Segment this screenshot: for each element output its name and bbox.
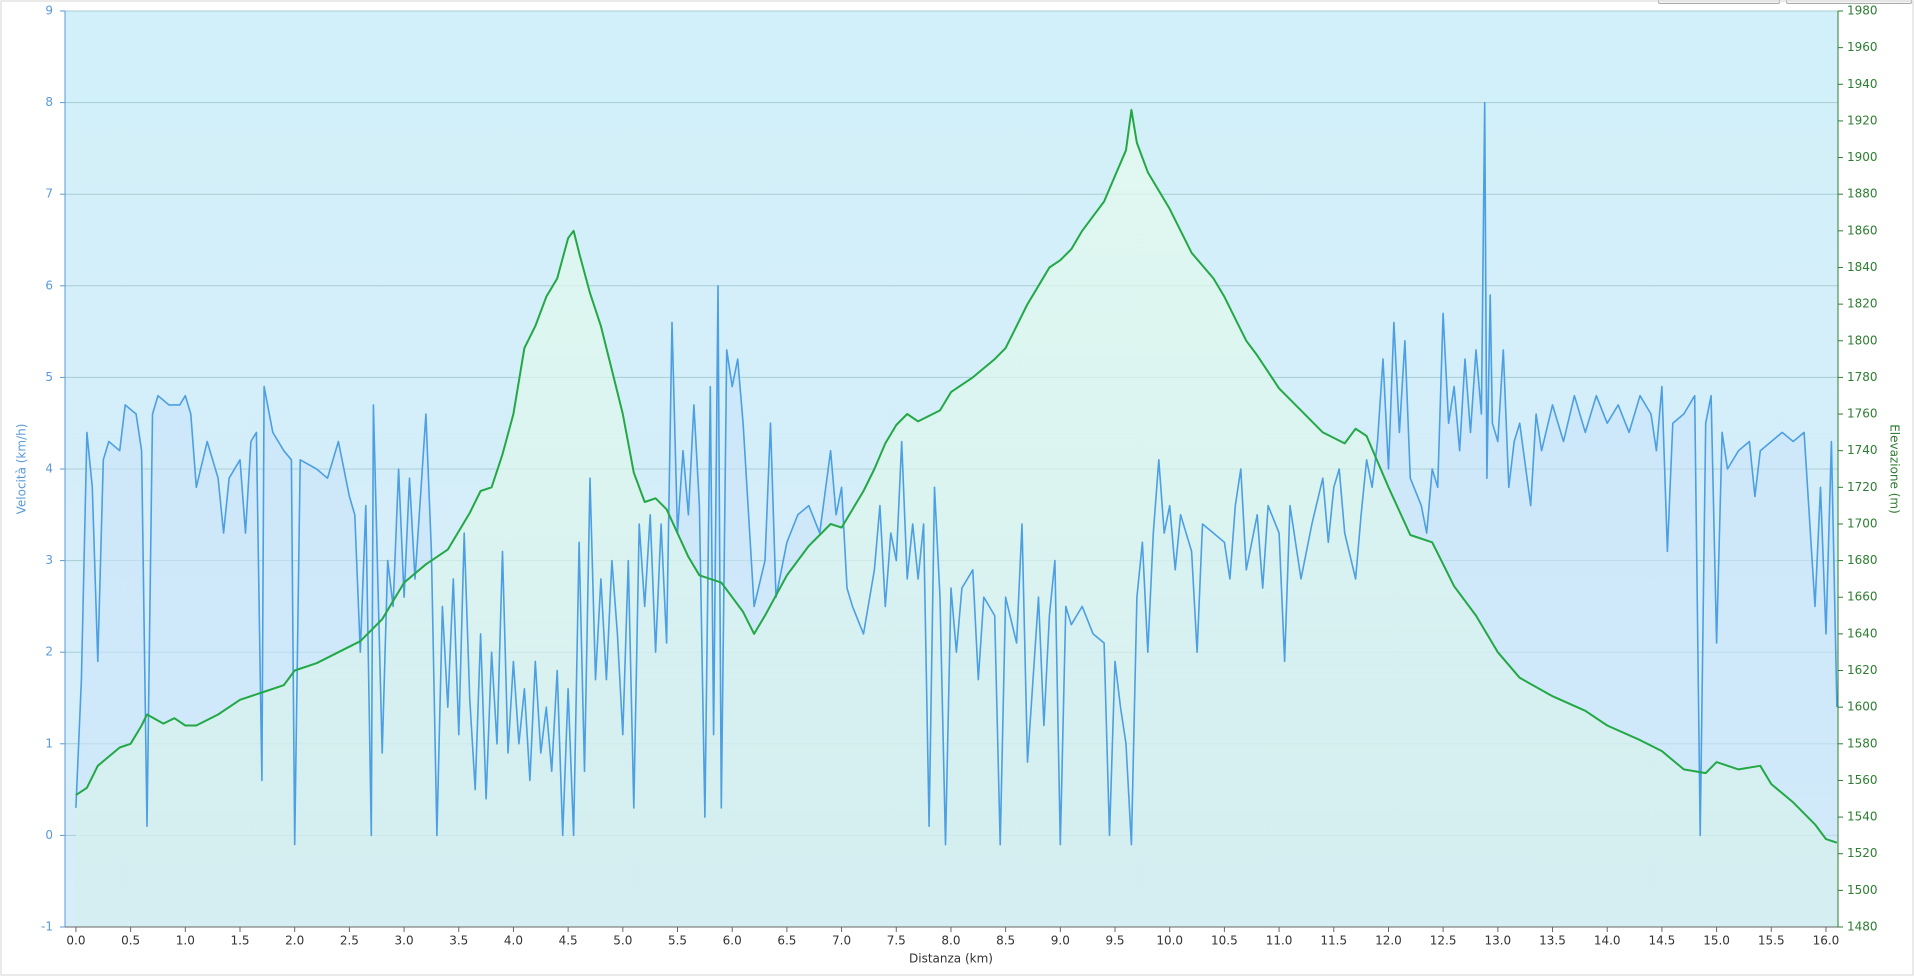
x-tick-label: 10.5: [1211, 934, 1238, 948]
x-tick-label: 1.0: [176, 934, 195, 948]
x-tick-label: 7.5: [887, 934, 906, 948]
y2-tick-label: 1560: [1847, 773, 1878, 787]
y2-tick-label: 1660: [1847, 590, 1878, 604]
y2-tick-label: 1820: [1847, 297, 1878, 311]
y2-tick-label: 1700: [1847, 516, 1878, 530]
x-tick-label: 8.5: [996, 934, 1015, 948]
x-tick-label: 2.0: [285, 934, 304, 948]
x-tick-label: 12.5: [1430, 934, 1457, 948]
y2-tick-label: 1880: [1847, 187, 1878, 201]
y-tick-label: 5: [45, 370, 53, 384]
x-tick-label: 2.5: [340, 934, 359, 948]
x-tick-label: 13.5: [1539, 934, 1566, 948]
y-tick-label: 6: [45, 278, 53, 292]
x-tick-label: 14.0: [1594, 934, 1621, 948]
y-tick-label: 4: [45, 462, 53, 476]
x-tick-label: 9.5: [1105, 934, 1124, 948]
y-tick-label: -1: [41, 920, 53, 934]
x-tick-label: 7.0: [832, 934, 851, 948]
button[interactable]: [1786, 0, 1912, 4]
y-tick-label: 9: [45, 4, 53, 18]
y2-tick-label: 1740: [1847, 443, 1878, 457]
x-tick-label: 6.0: [723, 934, 742, 948]
y2-tick-label: 1680: [1847, 553, 1878, 567]
y2-tick-label: 1720: [1847, 480, 1878, 494]
x-tick-label: 12.0: [1375, 934, 1402, 948]
x-tick-label: 3.0: [395, 934, 414, 948]
x-tick-label: 11.5: [1320, 934, 1347, 948]
y2-tick-label: 1500: [1847, 883, 1878, 897]
x-tick-label: 9.0: [1051, 934, 1070, 948]
y2-tick-label: 1480: [1847, 920, 1878, 934]
y-tick-label: 3: [45, 553, 53, 567]
x-tick-label: 15.5: [1758, 934, 1785, 948]
x-tick-label: 5.5: [668, 934, 687, 948]
y2-tick-label: 1620: [1847, 663, 1878, 677]
x-tick-label: 14.5: [1649, 934, 1676, 948]
x-tick-label: 15.0: [1703, 934, 1730, 948]
x-tick-label: 13.0: [1484, 934, 1511, 948]
y2-tick-label: 1960: [1847, 40, 1878, 54]
x-tick-label: 8.0: [941, 934, 960, 948]
x-tick-label: 1.5: [230, 934, 249, 948]
y2-tick-label: 1900: [1847, 150, 1878, 164]
y-tick-label: 1: [45, 736, 53, 750]
y2-tick-label: 1640: [1847, 626, 1878, 640]
y-tick-label: 7: [45, 187, 53, 201]
y2-tick-label: 1780: [1847, 370, 1878, 384]
y2-tick-label: 1940: [1847, 77, 1878, 91]
y2-tick-label: 1840: [1847, 260, 1878, 274]
y2-tick-label: 1600: [1847, 700, 1878, 714]
x-tick-label: 4.0: [504, 934, 523, 948]
y2-tick-label: 1520: [1847, 846, 1878, 860]
x-tick-label: 10.0: [1156, 934, 1183, 948]
y2-tick-label: 1580: [1847, 736, 1878, 750]
y-tick-label: 8: [45, 95, 53, 109]
x-axis-title: Distanza (km): [909, 952, 993, 966]
x-tick-label: 16.0: [1813, 934, 1840, 948]
y-axis-title: Velocità (km/h): [15, 424, 29, 515]
area: [75, 109, 1837, 927]
line: [75, 108, 1838, 844]
x-tick-label: 0.0: [66, 934, 85, 948]
y2-tick-label: 1800: [1847, 333, 1878, 347]
x-tick-label: 11.0: [1266, 934, 1293, 948]
x-tick-label: 5.0: [613, 934, 632, 948]
x-tick-label: 3.5: [449, 934, 468, 948]
y-tick-label: 0: [45, 828, 53, 842]
y2-tick-label: 1980: [1847, 4, 1878, 18]
y2-tick-label: 1860: [1847, 223, 1878, 237]
y2-tick-label: 1540: [1847, 810, 1878, 824]
line: [75, 101, 1838, 846]
y2-axis-title: Elevazione (m): [1888, 424, 1902, 514]
x-tick-label: 6.5: [777, 934, 796, 948]
x-tick-label: 4.5: [559, 934, 578, 948]
x-tick-label: 0.5: [121, 934, 140, 948]
y-tick-label: 2: [45, 645, 53, 659]
y2-tick-label: 1920: [1847, 113, 1878, 127]
y2-tick-label: 1760: [1847, 407, 1878, 421]
button[interactable]: [1658, 0, 1780, 4]
